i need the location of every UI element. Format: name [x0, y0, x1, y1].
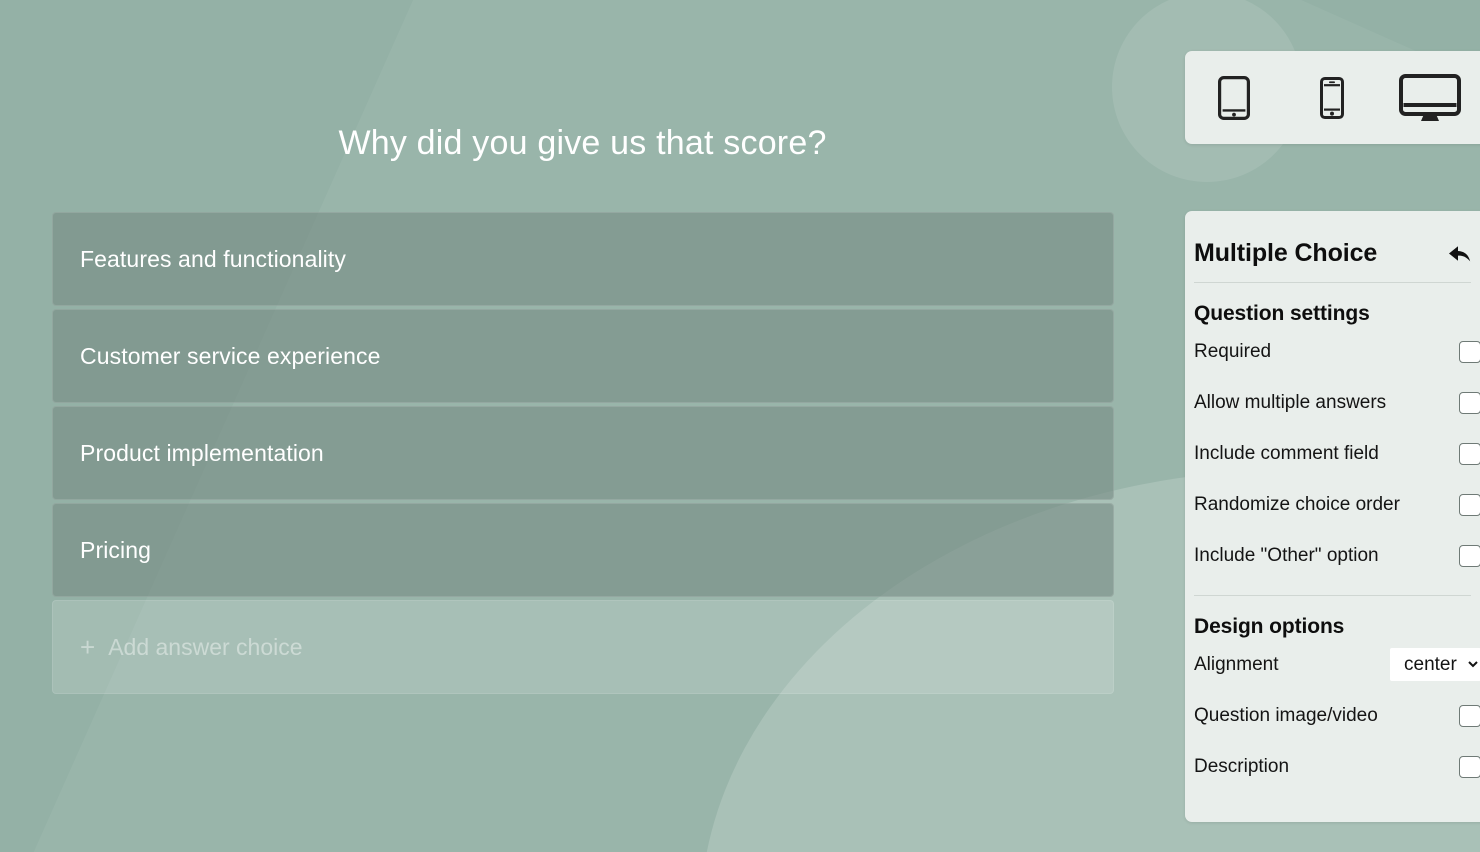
- answer-choice-label: Customer service experience: [80, 342, 381, 369]
- answer-choice-row[interactable]: Product implementation: [52, 406, 1114, 500]
- randomize-choice-order-checkbox[interactable]: [1459, 493, 1480, 516]
- answer-choice-list: Features and functionality Customer serv…: [52, 212, 1114, 694]
- answer-choice-row[interactable]: Customer service experience: [52, 309, 1114, 403]
- device-preview-toolbar: [1185, 51, 1480, 144]
- question-settings-heading: Question settings: [1194, 302, 1370, 325]
- setting-row-question-image-video[interactable]: Question image/video: [1185, 690, 1480, 741]
- include-other-option-checkbox[interactable]: [1459, 544, 1480, 567]
- setting-row-description[interactable]: Description: [1185, 741, 1480, 792]
- answer-choice-label: Pricing: [80, 536, 152, 563]
- setting-label: Allow multiple answers: [1194, 391, 1387, 413]
- device-preview-desktop-button[interactable]: [1381, 73, 1479, 122]
- question-settings-panel: Multiple Choice Question settings Requir…: [1185, 211, 1480, 822]
- alignment-label: Alignment: [1194, 653, 1279, 675]
- required-checkbox[interactable]: [1459, 340, 1480, 363]
- back-arrow-icon: [1446, 245, 1472, 268]
- setting-label: Randomize choice order: [1194, 493, 1400, 515]
- setting-row-required[interactable]: Required: [1185, 326, 1480, 377]
- setting-label: Description: [1194, 755, 1290, 777]
- answer-choice-label: Features and functionality: [80, 245, 346, 272]
- device-preview-phone-button[interactable]: [1283, 76, 1381, 119]
- setting-row-alignment[interactable]: Alignment leftcenterright: [1185, 639, 1480, 690]
- setting-label: Question image/video: [1194, 704, 1378, 726]
- setting-row-include-comment-field[interactable]: Include comment field: [1185, 428, 1480, 479]
- add-answer-choice-button[interactable]: + Add answer choice: [52, 600, 1114, 694]
- panel-title: Multiple Choice: [1194, 239, 1378, 267]
- answer-choice-row[interactable]: Features and functionality: [52, 212, 1114, 306]
- question-image-video-checkbox[interactable]: [1459, 704, 1480, 727]
- panel-divider: [1194, 282, 1471, 283]
- add-answer-choice-label: Add answer choice: [108, 633, 303, 660]
- settings-panel-header: Multiple Choice: [1185, 211, 1480, 268]
- setting-row-allow-multiple-answers[interactable]: Allow multiple answers: [1185, 377, 1480, 428]
- setting-label: Include comment field: [1194, 442, 1379, 464]
- setting-row-include-other-option[interactable]: Include "Other" option: [1185, 530, 1480, 581]
- setting-label: Include "Other" option: [1194, 544, 1379, 566]
- desktop-icon: [1399, 73, 1461, 122]
- survey-question-block: Why did you give us that score? Features…: [52, 124, 1114, 694]
- answer-choice-row[interactable]: Pricing: [52, 503, 1114, 597]
- alignment-select[interactable]: leftcenterright: [1390, 648, 1480, 681]
- phone-icon: [1320, 76, 1344, 119]
- plus-icon: +: [80, 632, 96, 662]
- back-button[interactable]: [1446, 243, 1472, 265]
- allow-multiple-answers-checkbox[interactable]: [1459, 391, 1480, 414]
- setting-label: Required: [1194, 340, 1272, 362]
- panel-divider: [1194, 595, 1471, 596]
- device-preview-tablet-button[interactable]: [1185, 75, 1283, 120]
- setting-row-randomize-choice-order[interactable]: Randomize choice order: [1185, 479, 1480, 530]
- include-comment-field-checkbox[interactable]: [1459, 442, 1480, 465]
- design-options-heading: Design options: [1194, 615, 1345, 638]
- tablet-icon: [1218, 75, 1250, 120]
- question-title[interactable]: Why did you give us that score?: [338, 124, 827, 162]
- answer-choice-label: Product implementation: [80, 439, 324, 466]
- description-checkbox[interactable]: [1459, 755, 1480, 778]
